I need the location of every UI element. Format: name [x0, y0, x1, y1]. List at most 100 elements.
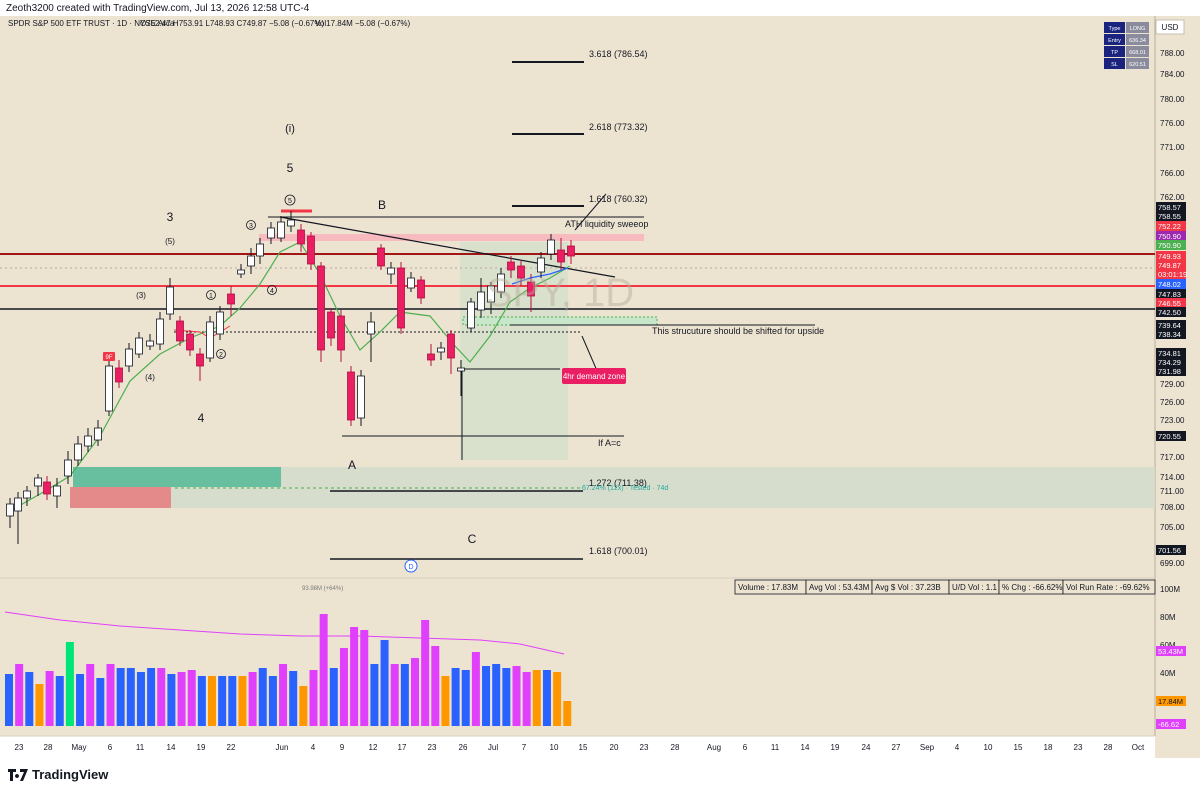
volume-bar [299, 686, 308, 726]
candles [6, 211, 575, 544]
currency-label: USD [1162, 23, 1179, 32]
candle-body [6, 503, 14, 517]
wave-a-label: A [348, 458, 356, 472]
trade-box-label-cell [1104, 22, 1125, 33]
price-tick: 788.00 [1160, 49, 1185, 58]
tested-label: 67.24% (12x) · Tested · 74d [582, 485, 668, 492]
volume-bar [319, 614, 328, 726]
candle-body [507, 261, 515, 271]
volume-bar [492, 664, 501, 726]
candle-body [397, 267, 405, 329]
time-tick: 23 [428, 743, 437, 752]
price-label-badge [1156, 231, 1186, 241]
candle-body [186, 333, 194, 351]
price-tick: 784.00 [1160, 70, 1185, 79]
candle-body [467, 301, 475, 329]
price-label-badge [1156, 357, 1186, 367]
trendline[interactable] [279, 216, 616, 278]
legend[interactable]: SPDR S&P 500 ETF TRUST · 1D · NYSE Arca … [8, 19, 411, 28]
stats-text: Vol Run Rate : -69.62% [1066, 583, 1150, 592]
time-tick: 4 [311, 743, 316, 752]
time-tick: Oct [1132, 743, 1145, 752]
volume-axis-ticks: 100M 80M 60M 40M [1160, 585, 1180, 678]
price-tick: 714.00 [1160, 473, 1185, 482]
trade-box-label-cell [1104, 34, 1125, 45]
time-tick: 10 [984, 743, 993, 752]
price-tick: 771.00 [1160, 143, 1185, 152]
chart-area[interactable]: SPY, 1D 3.618 (786.54) 2.618 (773.32) 1.… [0, 16, 1200, 758]
candle-body [206, 321, 214, 359]
candle-body [297, 229, 305, 245]
price-tick: 726.00 [1160, 398, 1185, 407]
price-label-text: 746.55 [1158, 299, 1181, 308]
price-label-badge [1156, 202, 1186, 212]
candle-body [357, 375, 365, 419]
trade-box-value-cell [1126, 34, 1149, 45]
wave-3-circled: 3 [249, 223, 253, 230]
volume-bar [421, 620, 430, 726]
volume-bar [177, 672, 186, 726]
volume-bar [289, 671, 298, 726]
legend-symbol[interactable]: SPDR S&P 500 ETF TRUST · 1D · NYSE Arca [8, 19, 175, 28]
volume-bar [309, 670, 318, 726]
candle-body [135, 337, 143, 355]
price-label-badge [1156, 240, 1186, 250]
price-chart[interactable]: SPY, 1D 3.618 (786.54) 2.618 (773.32) 1.… [0, 16, 1200, 758]
stats-text: Avg $ Vol : 37.23B [875, 583, 941, 592]
candle-body [517, 265, 525, 279]
time-tick: 15 [579, 743, 588, 752]
time-tick: 7 [522, 743, 527, 752]
volume-bar [15, 664, 24, 726]
candle-body [347, 371, 355, 421]
volume-bar [25, 672, 34, 726]
time-axis[interactable]: 23 28 May 6 11 14 19 22 Jun 4 9 12 17 23 26 Jul 7 10 15 20 2… [15, 743, 1145, 752]
volume-axis-labels: 53.43M 17.84M -66.62 [1156, 646, 1186, 729]
volume-bar [329, 668, 338, 726]
volume-bar [187, 670, 196, 726]
trade-box-value: 620.51 [1129, 62, 1146, 68]
time-tick: 10 [550, 743, 559, 752]
time-tick: 23 [640, 743, 649, 752]
teal-zone [73, 467, 281, 487]
stats-text: U/D Vol : 1.1 [952, 583, 997, 592]
wave-5-label: 5 [287, 161, 294, 175]
time-tick: 15 [1014, 743, 1023, 752]
price-axis-labels: 758.57758.55752.22750.90750.90749.93749.… [1156, 202, 1187, 555]
candle-body [487, 285, 495, 303]
wave-4-paren: (4) [145, 373, 155, 382]
symbol-watermark: SPY, 1D [486, 271, 634, 315]
trade-box-value-cell [1126, 46, 1149, 57]
candle-body [387, 267, 395, 275]
volume-stats-bar: Volume : 17.83M Avg Vol : 53.43M Avg $ Vol… [734, 579, 1156, 595]
candle-body [527, 281, 535, 297]
price-label-text: 734.81 [1158, 349, 1181, 358]
price-label-badge [1156, 260, 1186, 270]
time-tick: 20 [610, 743, 619, 752]
price-tick: 729.00 [1160, 380, 1185, 389]
time-tick: 23 [15, 743, 24, 752]
candle-body [497, 273, 505, 293]
price-label-text: 739.64 [1158, 321, 1181, 330]
stats-text: Avg Vol : 53.43M [809, 583, 870, 592]
stats-text: % Chg : -66.62% [1002, 583, 1062, 592]
wave-5-paren: (5) [165, 237, 175, 246]
price-label-badge [1156, 366, 1186, 376]
price-label-text: 752.22 [1158, 222, 1181, 231]
price-axis-ticks: 788.00 784.00 780.00 776.00 771.00 766.00 762.… [1160, 49, 1185, 568]
volume-ma-line [4, 611, 565, 655]
tradingview-logo[interactable]: TradingView [8, 767, 108, 782]
demand-zone-label: 4hr demand zone [563, 372, 626, 381]
time-tick: 28 [44, 743, 53, 752]
price-label-text: 758.55 [1158, 212, 1181, 221]
currency-button[interactable] [1155, 19, 1185, 35]
time-tick: Jun [276, 743, 289, 752]
wave-3-paren: (3) [136, 291, 146, 300]
candle-body [196, 353, 204, 367]
ath-sweep-label: ATH liquidity sweeop [565, 219, 648, 229]
candle-body [156, 318, 164, 345]
wave-4-label: 4 [198, 411, 205, 425]
shift-note: This strucuture should be shifted for up… [652, 326, 824, 336]
header-credit: Zeoth3200 created with TradingView.com, … [6, 3, 310, 14]
time-tick: 28 [1104, 743, 1113, 752]
candle-body [105, 365, 113, 412]
